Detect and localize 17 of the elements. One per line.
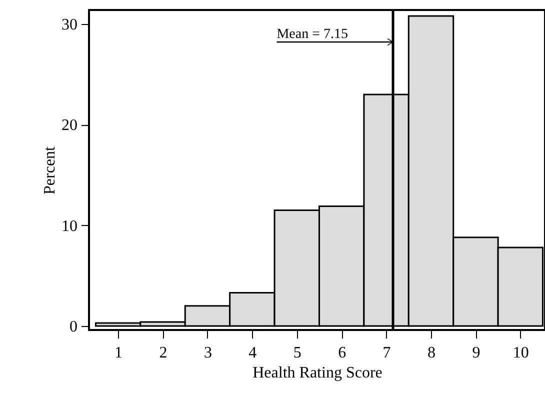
x-tick-label: 6 — [338, 344, 346, 362]
y-tick-label: 30 — [62, 16, 78, 34]
x-tick-label: 5 — [293, 344, 302, 362]
ref-line-label: Mean = 7.15 — [276, 27, 348, 42]
x-tick-label: 7 — [382, 344, 391, 362]
x-axis-title: Health Rating Score — [252, 364, 382, 382]
x-tick-label: 9 — [472, 344, 480, 362]
y-tick-label: 0 — [70, 318, 78, 336]
x-tick-label: 4 — [248, 344, 257, 362]
x-tick-label: 2 — [159, 344, 168, 362]
y-tick-label: 10 — [62, 218, 78, 235]
x-tick-label: 10 — [512, 344, 529, 362]
y-tick-label: 20 — [62, 117, 78, 134]
x-tick-label: 3 — [204, 344, 212, 362]
x-tick-label: 1 — [114, 344, 123, 362]
x-tick-label: 8 — [428, 344, 436, 362]
y-axis-title: Percent — [42, 146, 58, 194]
